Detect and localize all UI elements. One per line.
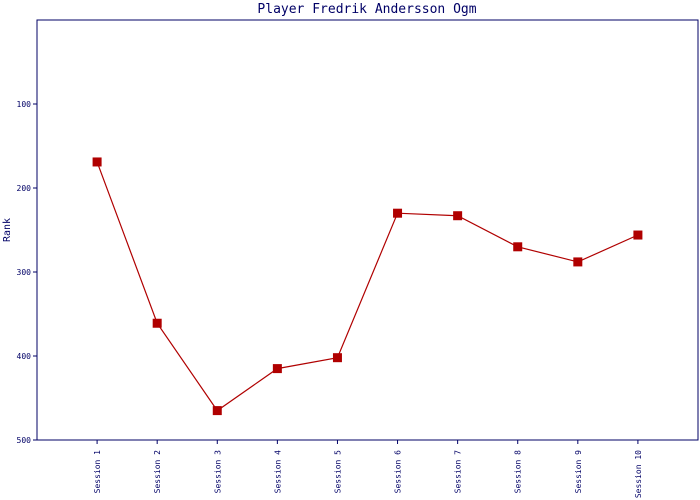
x-tick-label: Session 2 <box>153 450 162 494</box>
x-tick-label: Session 5 <box>333 450 342 494</box>
point-marker <box>393 208 403 218</box>
y-axis-label: Rank <box>2 218 13 242</box>
point-marker <box>633 230 643 240</box>
x-tick-label: Session 1 <box>93 450 102 494</box>
y-tick-label: 100 <box>17 100 32 109</box>
y-tick-label: 300 <box>17 268 32 277</box>
series-line <box>96 161 639 412</box>
point-marker <box>573 257 583 267</box>
y-tick-label: 500 <box>17 436 32 445</box>
y-tick-label: 400 <box>17 352 32 361</box>
point-marker <box>212 406 222 416</box>
y-tick-label: 200 <box>17 184 32 193</box>
point-marker <box>272 364 282 374</box>
plot-frame <box>36 19 699 441</box>
point-marker <box>152 318 162 328</box>
chart-title: Player Fredrik Andersson Ogm <box>257 2 476 17</box>
x-tick-label: Session 8 <box>514 450 523 494</box>
point-marker <box>453 211 463 221</box>
x-tick-label: Session 3 <box>213 450 222 494</box>
x-tick-label: Session 10 <box>634 450 643 498</box>
x-tick-label: Session 9 <box>574 450 583 494</box>
x-tick-label: Session 7 <box>454 450 463 494</box>
point-marker <box>513 242 523 252</box>
point-marker <box>332 353 342 363</box>
point-marker <box>92 157 102 167</box>
x-tick-label: Session 4 <box>273 450 282 494</box>
x-tick-label: Session 6 <box>394 450 403 494</box>
